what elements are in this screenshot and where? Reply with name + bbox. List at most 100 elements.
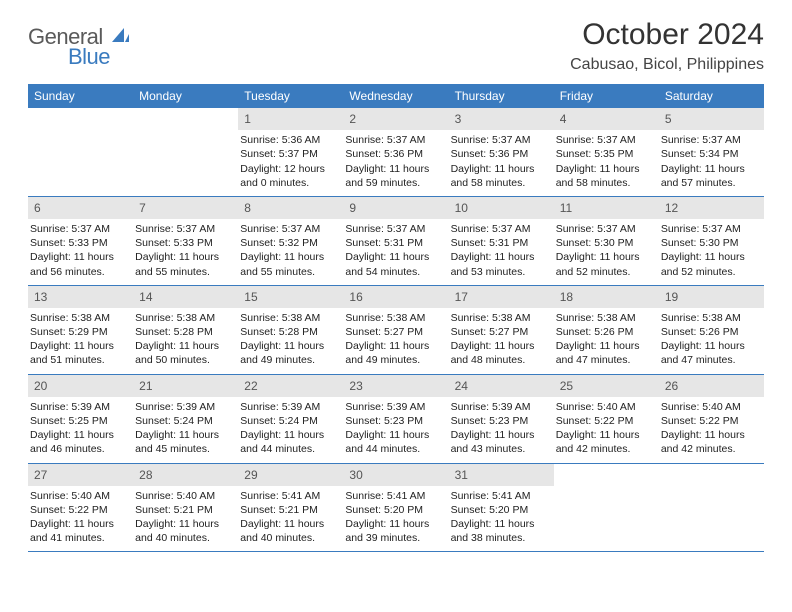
daylight-text: Daylight: 11 hours and 47 minutes. <box>556 339 655 367</box>
weekday-header-row: SundayMondayTuesdayWednesdayThursdayFrid… <box>28 84 764 108</box>
day-cell: 3Sunrise: 5:37 AMSunset: 5:36 PMDaylight… <box>449 108 554 196</box>
day-body: Sunrise: 5:40 AMSunset: 5:22 PMDaylight:… <box>554 400 659 457</box>
sunset-text: Sunset: 5:36 PM <box>345 147 444 161</box>
day-body: Sunrise: 5:37 AMSunset: 5:32 PMDaylight:… <box>238 222 343 279</box>
location-text: Cabusao, Bicol, Philippines <box>570 56 764 74</box>
day-cell: 25Sunrise: 5:40 AMSunset: 5:22 PMDayligh… <box>554 375 659 463</box>
day-cell: 10 Sunrise: 5:37 AMSunset: 5:31 PMDayligh… <box>449 197 554 285</box>
day-cell: 17Sunrise: 5:38 AMSunset: 5:27 PMDayligh… <box>449 286 554 374</box>
sunrise-text: Sunrise: 5:38 AM <box>345 311 444 325</box>
sunrise-text: Sunrise: 5:40 AM <box>556 400 655 414</box>
weekday-wednesday: Wednesday <box>343 84 448 108</box>
sunset-text: Sunset: 5:21 PM <box>240 503 339 517</box>
sunrise-text: Sunrise: 5:36 AM <box>240 133 339 147</box>
sunrise-text: Sunrise: 5:38 AM <box>451 311 550 325</box>
day-number: 10 <box>449 197 554 219</box>
day-body: Sunrise: 5:37 AMSunset: 5:36 PMDaylight:… <box>449 133 554 190</box>
day-body: Sunrise: 5:38 AMSunset: 5:26 PMDaylight:… <box>554 311 659 368</box>
sunrise-text: Sunrise: 5:38 AM <box>135 311 234 325</box>
day-cell: 1Sunrise: 5:36 AMSunset: 5:37 PMDaylight… <box>238 108 343 196</box>
day-cell: 31 Sunrise: 5:41 AMSunset: 5:20 PMDayligh… <box>449 464 554 552</box>
sunset-text: Sunset: 5:30 PM <box>661 236 760 250</box>
sunrise-text: Sunrise: 5:40 AM <box>135 489 234 503</box>
day-number: 2 <box>343 108 448 130</box>
sunrise-text: Sunrise: 5:39 AM <box>345 400 444 414</box>
day-body: Sunrise: 5:41 AMSunset: 5:20 PMDaylight:… <box>449 489 554 546</box>
week-row: 20Sunrise: 5:39 AMSunset: 5:25 PMDayligh… <box>28 375 764 464</box>
weekday-sunday: Sunday <box>28 84 133 108</box>
day-number: 17 <box>449 286 554 308</box>
day-cell: 20 Sunrise: 5:39 AMSunset: 5:25 PMDayligh… <box>28 375 133 463</box>
day-number: 20 <box>28 375 133 397</box>
day-body: Sunrise: 5:37 AMSunset: 5:31 PMDaylight:… <box>343 222 448 279</box>
sunrise-text: Sunrise: 5:41 AM <box>451 489 550 503</box>
sunset-text: Sunset: 5:36 PM <box>451 147 550 161</box>
day-number: 18 <box>554 286 659 308</box>
week-row: 6Sunrise: 5:37 AMSunset: 5:33 PMDaylight… <box>28 197 764 286</box>
day-number: 15 <box>238 286 343 308</box>
sunset-text: Sunset: 5:24 PM <box>135 414 234 428</box>
calendar-page: General Blue October 2024 Cabusao, Bicol… <box>0 0 792 552</box>
day-cell: 23Sunrise: 5:39 AMSunset: 5:23 PMDayligh… <box>343 375 448 463</box>
day-body: Sunrise: 5:39 AMSunset: 5:25 PMDaylight:… <box>28 400 133 457</box>
weekday-monday: Monday <box>133 84 238 108</box>
logo-word-2: Blue <box>68 44 110 70</box>
sunset-text: Sunset: 5:34 PM <box>661 147 760 161</box>
daylight-text: Daylight: 11 hours and 51 minutes. <box>30 339 129 367</box>
daylight-text: Daylight: 11 hours and 52 minutes. <box>556 250 655 278</box>
sunrise-text: Sunrise: 5:37 AM <box>451 133 550 147</box>
sunset-text: Sunset: 5:25 PM <box>30 414 129 428</box>
day-number: 4 <box>554 108 659 130</box>
sunset-text: Sunset: 5:20 PM <box>345 503 444 517</box>
daylight-text: Daylight: 11 hours and 43 minutes. <box>451 428 550 456</box>
daylight-text: Daylight: 11 hours and 46 minutes. <box>30 428 129 456</box>
day-body: Sunrise: 5:36 AMSunset: 5:37 PMDaylight:… <box>238 133 343 190</box>
weekday-saturday: Saturday <box>659 84 764 108</box>
day-cell: 28Sunrise: 5:40 AMSunset: 5:21 PMDayligh… <box>133 464 238 552</box>
sunrise-text: Sunrise: 5:37 AM <box>135 222 234 236</box>
day-body: Sunrise: 5:40 AMSunset: 5:22 PMDaylight:… <box>659 400 764 457</box>
sunrise-text: Sunrise: 5:38 AM <box>661 311 760 325</box>
sunrise-text: Sunrise: 5:37 AM <box>345 133 444 147</box>
daylight-text: Daylight: 11 hours and 40 minutes. <box>135 517 234 545</box>
daylight-text: Daylight: 11 hours and 44 minutes. <box>240 428 339 456</box>
day-cell: 6Sunrise: 5:37 AMSunset: 5:33 PMDaylight… <box>28 197 133 285</box>
daylight-text: Daylight: 11 hours and 55 minutes. <box>135 250 234 278</box>
day-cell: 21Sunrise: 5:39 AMSunset: 5:24 PMDayligh… <box>133 375 238 463</box>
daylight-text: Daylight: 11 hours and 53 minutes. <box>451 250 550 278</box>
sunrise-text: Sunrise: 5:38 AM <box>30 311 129 325</box>
day-number: 22 <box>238 375 343 397</box>
sunrise-text: Sunrise: 5:37 AM <box>345 222 444 236</box>
day-body: Sunrise: 5:37 AMSunset: 5:31 PMDaylight:… <box>449 222 554 279</box>
week-row: 13Sunrise: 5:38 AMSunset: 5:29 PMDayligh… <box>28 286 764 375</box>
daylight-text: Daylight: 11 hours and 56 minutes. <box>30 250 129 278</box>
day-cell: 30Sunrise: 5:41 AMSunset: 5:20 PMDayligh… <box>343 464 448 552</box>
logo-sail-icon <box>110 26 130 49</box>
day-number: 31 <box>449 464 554 486</box>
sunset-text: Sunset: 5:20 PM <box>451 503 550 517</box>
daylight-text: Daylight: 11 hours and 48 minutes. <box>451 339 550 367</box>
day-cell: 26Sunrise: 5:40 AMSunset: 5:22 PMDayligh… <box>659 375 764 463</box>
day-cell: 8Sunrise: 5:37 AMSunset: 5:32 PMDaylight… <box>238 197 343 285</box>
sunrise-text: Sunrise: 5:37 AM <box>661 133 760 147</box>
daylight-text: Daylight: 11 hours and 55 minutes. <box>240 250 339 278</box>
day-number: 30 <box>343 464 448 486</box>
daylight-text: Daylight: 11 hours and 38 minutes. <box>451 517 550 545</box>
sunrise-text: Sunrise: 5:37 AM <box>240 222 339 236</box>
daylight-text: Daylight: 11 hours and 42 minutes. <box>661 428 760 456</box>
daylight-text: Daylight: 11 hours and 42 minutes. <box>556 428 655 456</box>
empty-day-cell <box>28 108 133 196</box>
day-cell: 7Sunrise: 5:37 AMSunset: 5:33 PMDaylight… <box>133 197 238 285</box>
week-row: 1Sunrise: 5:36 AMSunset: 5:37 PMDaylight… <box>28 108 764 197</box>
day-number: 9 <box>343 197 448 219</box>
daylight-text: Daylight: 11 hours and 59 minutes. <box>345 162 444 190</box>
sunset-text: Sunset: 5:31 PM <box>451 236 550 250</box>
daylight-text: Daylight: 11 hours and 49 minutes. <box>345 339 444 367</box>
sunset-text: Sunset: 5:28 PM <box>240 325 339 339</box>
day-number: 24 <box>449 375 554 397</box>
daylight-text: Daylight: 11 hours and 44 minutes. <box>345 428 444 456</box>
day-cell: 13Sunrise: 5:38 AMSunset: 5:29 PMDayligh… <box>28 286 133 374</box>
calendar-grid: SundayMondayTuesdayWednesdayThursdayFrid… <box>28 84 764 552</box>
sunrise-text: Sunrise: 5:39 AM <box>451 400 550 414</box>
logo: General Blue <box>28 24 148 70</box>
